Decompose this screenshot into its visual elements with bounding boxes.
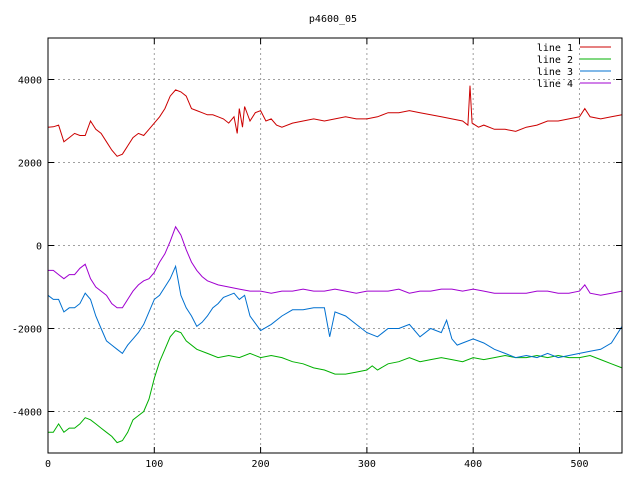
x-tick-label: 500: [570, 459, 588, 470]
x-tick-label: 400: [464, 459, 482, 470]
x-tick-label: 300: [358, 459, 376, 470]
grid: [48, 38, 622, 453]
y-tick-label: 0: [36, 242, 42, 253]
chart-title: p4600_05: [309, 14, 357, 25]
x-tick-label: 100: [145, 459, 163, 470]
series-group: [47, 85, 623, 444]
legend-label: line 2: [537, 55, 573, 66]
y-tick-label: -2000: [12, 325, 42, 336]
legend-label: line 3: [537, 67, 573, 78]
y-tick-label: -4000: [12, 408, 42, 419]
y-tick-label: 4000: [18, 76, 42, 87]
series-line-3: [47, 264, 623, 359]
x-tick-label: 0: [45, 459, 51, 470]
series-line-2: [48, 330, 623, 444]
series-line-4: [48, 225, 623, 309]
legend-label: line 1: [537, 43, 573, 54]
axis-ticks: 0 100 200 300 400 500 -4000 -2000 0 2000 4000: [12, 38, 622, 470]
y-tick-label: 2000: [18, 159, 42, 170]
legend-label: line 4: [537, 79, 573, 90]
series-line-1: [47, 85, 623, 157]
x-tick-label: 200: [252, 459, 270, 470]
